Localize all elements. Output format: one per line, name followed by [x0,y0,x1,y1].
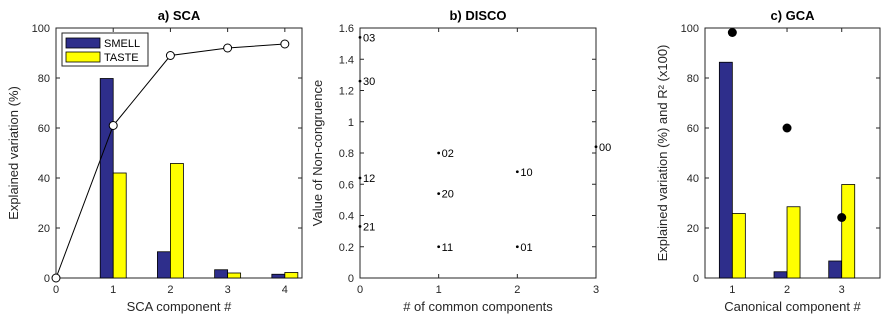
bar-smell [157,251,171,279]
y-tick-label: 0.4 [339,211,354,223]
data-point [358,176,362,180]
y-tick-label: 40 [38,173,50,185]
cumulative-point [280,39,290,49]
y-tick-label: 0 [693,273,699,285]
r2-point [727,28,737,37]
bar-smell [271,273,286,279]
chart-disco: b) DISCO # of common components Value of N… [310,8,611,314]
data-point [515,170,519,174]
chart-gca: c) GCA Canonical component # Explained var… [655,8,881,314]
legend: SMELL TASTE [61,32,149,67]
legend-swatch-smell [65,37,101,49]
y-tick-label: 100 [32,23,50,35]
y-tick-label: 60 [38,123,50,135]
x-tick-label: 3 [225,284,231,296]
y-tick-label: 100 [681,23,699,35]
x-tick-label: 0 [357,284,363,296]
data-point [437,245,441,249]
x-axis-label: SCA component # [127,299,233,314]
bar-series-2 [731,213,746,279]
x-tick-label: 3 [593,284,599,296]
cumulative-point [108,121,118,130]
legend-swatch-taste [65,51,101,63]
legend-label-taste: TASTE [104,52,139,64]
data-point [437,151,441,155]
x-tick-label: 1 [729,284,735,296]
bar-series-1 [828,260,843,279]
data-point [358,225,362,228]
data-point [515,245,519,249]
point-label: 11 [442,242,453,254]
chart-title: c) GCA [770,8,815,23]
bar-taste [227,272,242,279]
point-label: 00 [599,142,611,154]
y-tick-label: 1.2 [339,86,354,98]
point-label: 12 [363,173,375,185]
y-axis-label: Explained variation (%) and R² (x100) [655,45,670,262]
y-axis-label: Explained variation (%) [6,86,21,220]
x-tick-label: 2 [167,284,173,296]
bar-taste [284,272,299,279]
cumulative-point [51,273,61,283]
x-axis-label: # of common components [403,299,553,314]
y-tick-label: 1.6 [339,23,354,35]
x-tick-label: 3 [839,284,845,296]
y-tick-label: 40 [687,173,699,185]
bar-series-1 [773,271,788,279]
y-tick-label: 20 [687,223,699,235]
point-label: 03 [363,32,375,44]
chart-title: a) SCA [158,8,201,23]
r2-point [837,213,847,222]
data-point [437,192,441,196]
y-tick-label: 0.8 [339,148,354,160]
x-tick-label: 1 [436,284,442,296]
y-tick-label: 80 [38,73,50,85]
chart-sca: a) SCA SCA component # Explained variation… [6,8,303,314]
bar-taste [112,172,127,279]
x-axis-label: Canonical component # [724,299,861,314]
chart-title: b) DISCO [449,8,506,23]
point-label: 30 [363,76,375,88]
point-label: 02 [442,148,454,160]
point-label: 21 [363,221,375,233]
y-tick-label: 1.4 [339,54,354,66]
x-tick-label: 2 [514,284,520,296]
cumulative-point [165,51,175,60]
y-tick-label: 80 [687,73,699,85]
bar-series-1 [718,61,733,279]
x-tick-label: 0 [53,284,59,296]
y-tick-label: 0.2 [339,242,354,254]
y-tick-label: 0 [348,273,354,285]
axes-box [359,27,597,279]
data-point [594,145,598,149]
bar-taste [170,163,184,279]
bar-series-2 [786,206,801,279]
y-tick-label: 0.6 [339,179,354,191]
x-tick-label: 1 [110,284,116,296]
cumulative-point [223,43,233,53]
r2-point [782,123,792,133]
y-tick-label: 20 [38,223,50,235]
point-label: 01 [520,242,532,254]
bar-series-2 [841,184,856,279]
y-axis-label: Value of Non-congruence [310,80,325,226]
y-tick-label: 1 [348,117,354,129]
x-tick-label: 2 [784,284,790,296]
y-tick-label: 60 [687,123,699,135]
point-label: 10 [520,167,532,179]
bar-smell [99,78,114,279]
x-tick-label: 4 [282,284,288,296]
bar-smell [214,269,229,279]
point-label: 20 [442,189,454,201]
y-tick-label: 0 [44,273,50,285]
data-point [358,79,362,83]
legend-label-smell: SMELL [104,38,140,50]
data-point [358,35,362,39]
